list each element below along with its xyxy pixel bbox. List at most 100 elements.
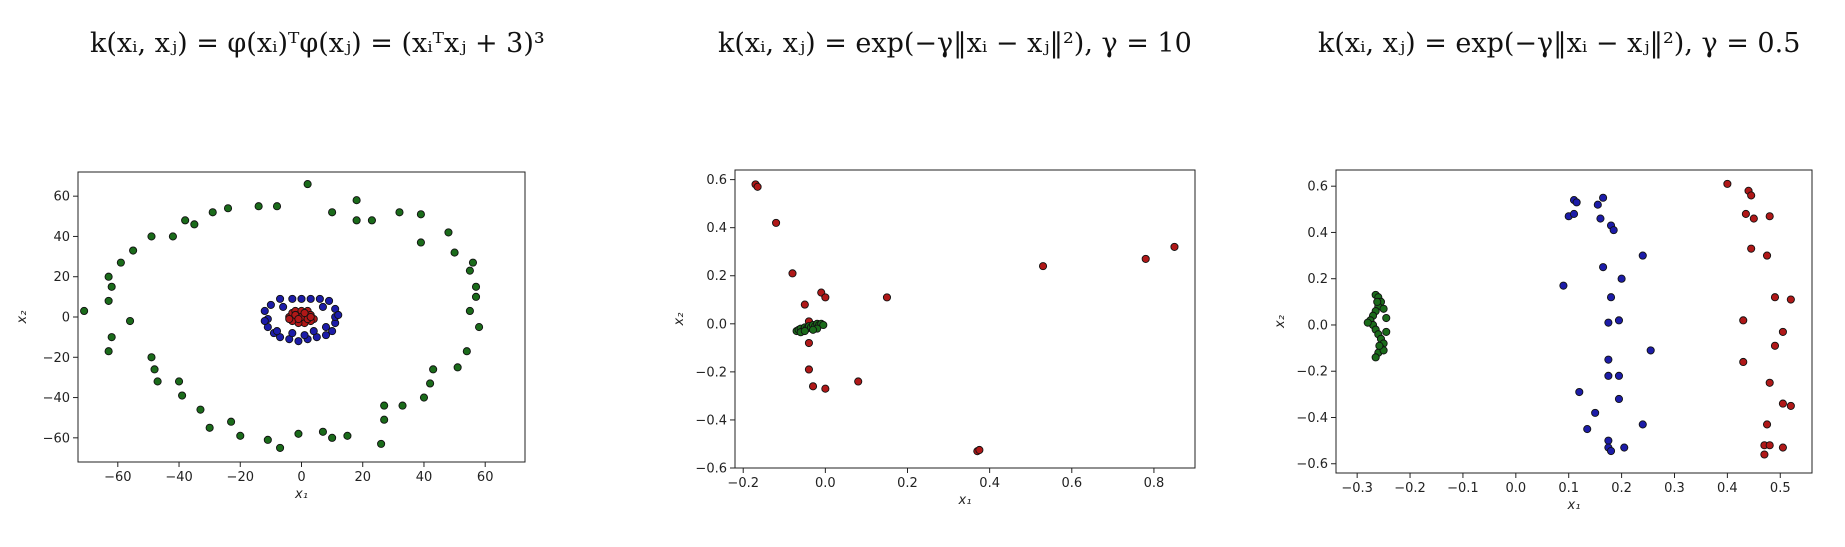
- data-point: [819, 320, 828, 330]
- data-point: [236, 431, 245, 440]
- data-point: [288, 329, 297, 338]
- series-green: [792, 319, 828, 337]
- y-tick: −40: [43, 391, 78, 406]
- data-point: [450, 248, 459, 257]
- data-point: [352, 196, 361, 205]
- data-point: [1596, 214, 1605, 223]
- x-tick: −0.2: [1394, 473, 1426, 496]
- data-point: [1620, 443, 1629, 452]
- y-tick-label: −20: [43, 351, 70, 366]
- data-point: [1363, 318, 1372, 327]
- data-point: [1382, 327, 1391, 336]
- data-point: [367, 216, 376, 225]
- x-tick-label: 0.2: [897, 476, 918, 491]
- data-point: [419, 393, 429, 402]
- data-point: [1638, 251, 1647, 260]
- data-point: [804, 365, 813, 374]
- y-tick: 0.4: [706, 221, 735, 236]
- data-point: [380, 401, 389, 410]
- x-tick-label: 0.8: [1144, 476, 1165, 491]
- data-point: [129, 246, 138, 255]
- data-point: [1599, 263, 1608, 272]
- data-point: [168, 232, 177, 241]
- data-point: [800, 326, 809, 336]
- data-point: [80, 306, 89, 316]
- data-point: [800, 300, 809, 309]
- data-point: [416, 210, 425, 219]
- chart-title-3: k(xᵢ, xⱼ) = exp(−γ‖xᵢ − xⱼ‖²), γ = 0.5: [1318, 28, 1801, 59]
- y-tick: −0.2: [1296, 365, 1336, 380]
- data-point: [116, 258, 125, 267]
- data-point: [1739, 357, 1748, 367]
- data-point: [1604, 355, 1613, 364]
- data-point: [306, 312, 315, 322]
- data-point: [1786, 295, 1795, 304]
- y-tick: 40: [53, 230, 78, 245]
- y-tick-label: −0.6: [1296, 457, 1328, 472]
- data-point: [1606, 446, 1616, 456]
- y-tick: −0.4: [695, 413, 735, 428]
- y-tick: 0.0: [1307, 318, 1336, 333]
- x-tick: 0.2: [897, 468, 918, 491]
- x-tick: 0.8: [1144, 468, 1165, 491]
- y-tick-label: 40: [53, 230, 70, 245]
- data-point: [416, 238, 425, 247]
- data-point: [279, 302, 288, 311]
- x-tick: 0: [297, 462, 306, 485]
- data-point: [1747, 244, 1756, 253]
- data-point: [1770, 341, 1780, 350]
- x-tick-label: −20: [227, 470, 254, 485]
- chart-title-2: k(xᵢ, xⱼ) = exp(−γ‖xᵢ − xⱼ‖²), γ = 10: [718, 28, 1192, 59]
- y-tick-label: −0.2: [695, 365, 727, 380]
- data-point: [1778, 327, 1787, 336]
- data-point: [266, 300, 275, 309]
- data-point: [1614, 371, 1624, 380]
- data-point: [153, 377, 162, 386]
- series-red: [285, 306, 318, 328]
- y-tick: 0: [62, 311, 78, 326]
- data-point: [272, 202, 282, 211]
- data-point: [309, 327, 318, 336]
- data-point: [196, 405, 205, 414]
- x-tick-label: 0.4: [1717, 481, 1738, 496]
- data-point: [465, 306, 474, 316]
- y-axis-label: x₂: [1273, 315, 1288, 329]
- x-tick: 0.1: [1558, 473, 1579, 496]
- data-point: [325, 296, 334, 305]
- data-point: [821, 384, 830, 393]
- x-tick-label: 0.0: [815, 476, 836, 491]
- data-point: [1770, 293, 1780, 302]
- data-point: [753, 182, 762, 191]
- data-point: [306, 294, 315, 303]
- series-green: [1363, 290, 1391, 362]
- data-point: [1765, 441, 1774, 450]
- x-axis-label: x₁: [958, 493, 972, 508]
- data-point: [1375, 341, 1384, 350]
- data-point: [263, 435, 272, 444]
- data-point: [465, 266, 474, 275]
- y-tick: −0.6: [695, 462, 735, 477]
- data-point: [1614, 394, 1624, 404]
- data-point: [1614, 316, 1624, 325]
- data-point: [1569, 209, 1579, 218]
- x-tick: 0.4: [1717, 473, 1738, 496]
- x-tick-label: 0.6: [1061, 476, 1082, 491]
- x-tick: 0.4: [979, 468, 1000, 491]
- y-tick-label: 0: [62, 311, 70, 326]
- x-tick-label: −60: [104, 470, 131, 485]
- data-point: [772, 218, 781, 227]
- data-point: [468, 258, 478, 267]
- y-tick-label: −0.4: [695, 413, 727, 428]
- x-tick: 0.2: [1611, 473, 1632, 496]
- x-tick: −0.3: [1341, 473, 1373, 496]
- series-blue: [260, 294, 343, 346]
- data-point: [475, 323, 484, 332]
- data-point: [272, 327, 282, 336]
- x-tick: 0.0: [815, 468, 836, 491]
- data-point: [1373, 297, 1382, 306]
- y-axis-label: x₂: [672, 313, 687, 327]
- data-point: [150, 365, 159, 374]
- data-point: [147, 353, 156, 362]
- data-point: [294, 337, 303, 346]
- data-point: [1765, 212, 1774, 221]
